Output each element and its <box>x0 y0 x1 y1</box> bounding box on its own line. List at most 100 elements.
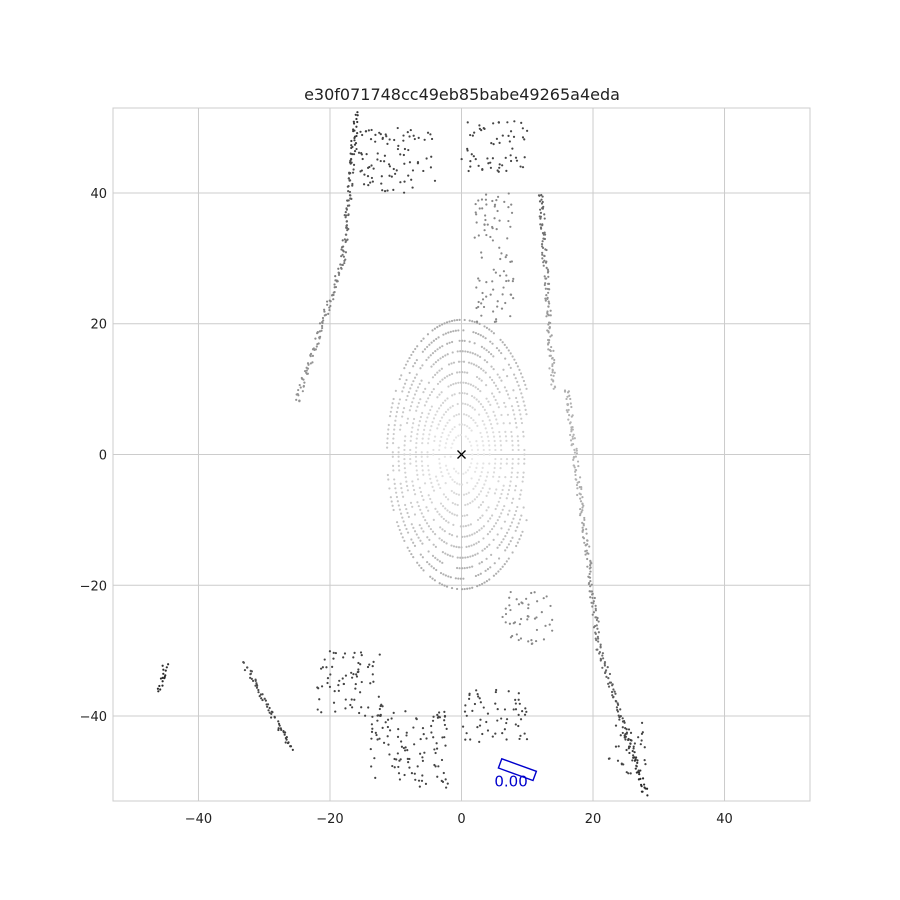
point <box>594 607 597 610</box>
point <box>397 524 400 528</box>
point <box>593 624 597 628</box>
point <box>443 584 446 587</box>
point <box>305 369 308 372</box>
point <box>433 748 436 751</box>
point <box>350 161 353 164</box>
point <box>507 557 510 560</box>
point <box>459 525 462 528</box>
point <box>295 398 298 401</box>
point <box>450 340 454 344</box>
point <box>468 440 471 443</box>
point <box>489 403 492 406</box>
point <box>493 205 496 208</box>
point <box>477 234 480 237</box>
point <box>507 192 510 195</box>
point <box>513 513 516 517</box>
point <box>471 533 474 536</box>
point <box>459 577 462 580</box>
point <box>427 356 430 359</box>
point <box>493 203 497 206</box>
point <box>492 355 495 358</box>
point <box>424 782 428 785</box>
point <box>469 738 472 741</box>
point <box>309 355 312 358</box>
point <box>161 676 164 679</box>
point <box>332 298 335 301</box>
point <box>356 132 359 135</box>
point <box>409 439 412 442</box>
point <box>527 603 530 606</box>
point <box>582 504 585 507</box>
point <box>441 355 444 358</box>
point <box>583 518 586 522</box>
point <box>359 651 363 654</box>
point <box>397 402 400 405</box>
point <box>443 530 446 533</box>
point <box>516 476 519 479</box>
point <box>570 443 574 446</box>
point <box>545 315 548 318</box>
point <box>392 167 395 171</box>
point <box>421 494 424 498</box>
point <box>477 199 480 202</box>
point <box>499 444 503 447</box>
point <box>483 547 486 550</box>
point <box>326 303 329 306</box>
point <box>401 415 404 418</box>
point <box>547 275 550 278</box>
point <box>541 207 544 210</box>
point <box>426 451 429 454</box>
point <box>159 677 163 680</box>
point <box>509 540 512 543</box>
point <box>471 709 474 712</box>
point <box>457 360 461 363</box>
point <box>491 199 494 203</box>
point <box>336 280 339 283</box>
point <box>437 407 441 410</box>
point <box>435 568 438 572</box>
point <box>494 457 497 461</box>
point <box>494 384 498 387</box>
point <box>518 388 522 391</box>
point <box>393 424 396 427</box>
point <box>475 466 478 469</box>
point <box>590 593 594 596</box>
point <box>491 735 494 738</box>
point <box>510 471 513 474</box>
point <box>481 298 485 301</box>
point <box>259 693 262 696</box>
point <box>509 608 512 612</box>
point <box>343 238 346 241</box>
point <box>435 337 438 341</box>
point <box>417 136 420 139</box>
point <box>478 127 481 130</box>
point <box>321 326 324 330</box>
point <box>403 448 406 452</box>
point <box>509 260 512 263</box>
point <box>569 439 573 442</box>
point <box>523 138 526 141</box>
point <box>501 508 504 511</box>
point <box>398 528 401 532</box>
point <box>475 542 478 545</box>
point <box>318 322 322 325</box>
point <box>339 263 342 266</box>
point <box>454 470 458 473</box>
point <box>461 339 464 342</box>
point <box>397 765 400 769</box>
point <box>360 706 363 709</box>
point <box>407 174 410 177</box>
point <box>641 790 644 793</box>
point <box>443 376 446 379</box>
point <box>520 417 523 420</box>
point <box>575 447 578 450</box>
point <box>517 638 520 642</box>
point <box>493 492 497 495</box>
point <box>596 635 599 638</box>
point <box>412 541 415 544</box>
point <box>632 756 635 759</box>
point <box>344 233 348 236</box>
point <box>396 147 400 151</box>
point <box>634 767 637 770</box>
point <box>492 395 496 398</box>
